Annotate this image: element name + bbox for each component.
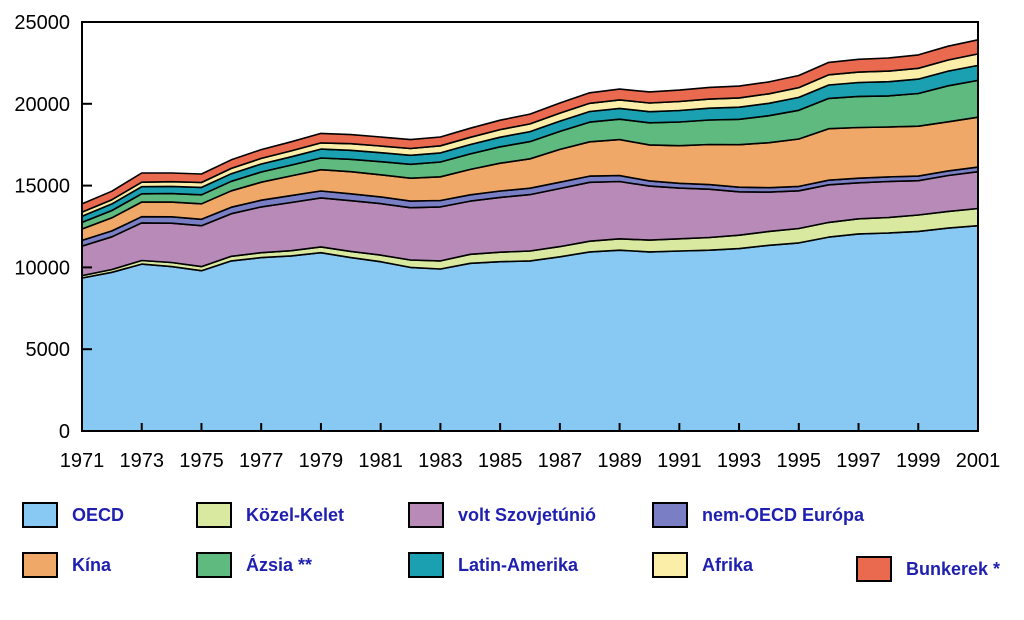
x-tick-label: 1997 <box>836 450 881 472</box>
x-tick-label: 1999 <box>896 450 941 472</box>
legend-label: Közel-Kelet <box>246 504 345 525</box>
legend-swatch <box>22 502 58 528</box>
legend-item: Ázsia ** <box>196 552 312 578</box>
x-tick-label: 1985 <box>478 450 523 472</box>
x-axis: 1971 1973 1975 1977 1979 1981 1983 1985 1987 1989… <box>60 423 1001 472</box>
legend-item: volt Szovjetúnió <box>408 502 596 528</box>
x-tick-label: 1987 <box>538 450 583 472</box>
x-tick-label: 2001 <box>956 450 1001 472</box>
legend-item: OECD <box>22 502 124 528</box>
y-tick-label: 10000 <box>14 257 70 279</box>
y-tick-label: 15000 <box>14 176 70 198</box>
x-tick-label: 1971 <box>60 450 105 472</box>
legend-label: Ázsia ** <box>246 554 313 575</box>
y-tick-label: 0 <box>59 421 70 443</box>
legend-label: Kína <box>72 554 112 575</box>
legend-item: Afrika <box>652 552 753 578</box>
x-tick-label: 1989 <box>597 450 642 472</box>
legend-swatch <box>856 556 892 582</box>
legend-item: Bunkerek * <box>856 556 1000 582</box>
legend-swatch <box>652 502 688 528</box>
legend-swatch <box>196 502 232 528</box>
legend-swatch <box>22 552 58 578</box>
x-tick-label: 1981 <box>358 450 403 472</box>
legend-swatch <box>408 502 444 528</box>
legend-swatch <box>652 552 688 578</box>
legend-swatch <box>196 552 232 578</box>
legend-item: Közel-Kelet <box>196 502 344 528</box>
legend-item: Latin-Amerika <box>408 552 578 578</box>
stacked-areas <box>81 39 979 432</box>
x-tick-label: 1995 <box>777 450 822 472</box>
legend-swatch <box>408 552 444 578</box>
x-tick-label: 1975 <box>179 450 224 472</box>
legend-label: Bunkerek * <box>906 558 1001 579</box>
y-tick-label: 20000 <box>14 94 70 116</box>
x-tick-label: 1983 <box>418 450 463 472</box>
x-tick-label: 1973 <box>119 450 164 472</box>
legend-label: nem-OECD Európa <box>702 504 865 525</box>
y-tick-label: 25000 <box>14 12 70 34</box>
plot-frame <box>81 21 979 432</box>
legend: OECD Közel-Kelet volt Szovjetúnió nem-OECD … <box>0 490 1024 620</box>
x-tick-label: 1993 <box>717 450 762 472</box>
x-tick-label: 1979 <box>299 450 344 472</box>
x-tick-label: 1977 <box>239 450 284 472</box>
legend-label: volt Szovjetúnió <box>458 504 597 525</box>
legend-label: Latin-Amerika <box>458 554 579 575</box>
legend-label: Afrika <box>702 554 754 575</box>
legend-label: OECD <box>72 504 125 525</box>
legend-item: nem-OECD Európa <box>652 502 864 528</box>
x-tick-label: 1991 <box>657 450 702 472</box>
y-axis: 0 5000 10000 15000 20000 25000 <box>14 12 92 443</box>
y-tick-label: 5000 <box>26 339 71 361</box>
legend-item: Kína <box>22 552 111 578</box>
